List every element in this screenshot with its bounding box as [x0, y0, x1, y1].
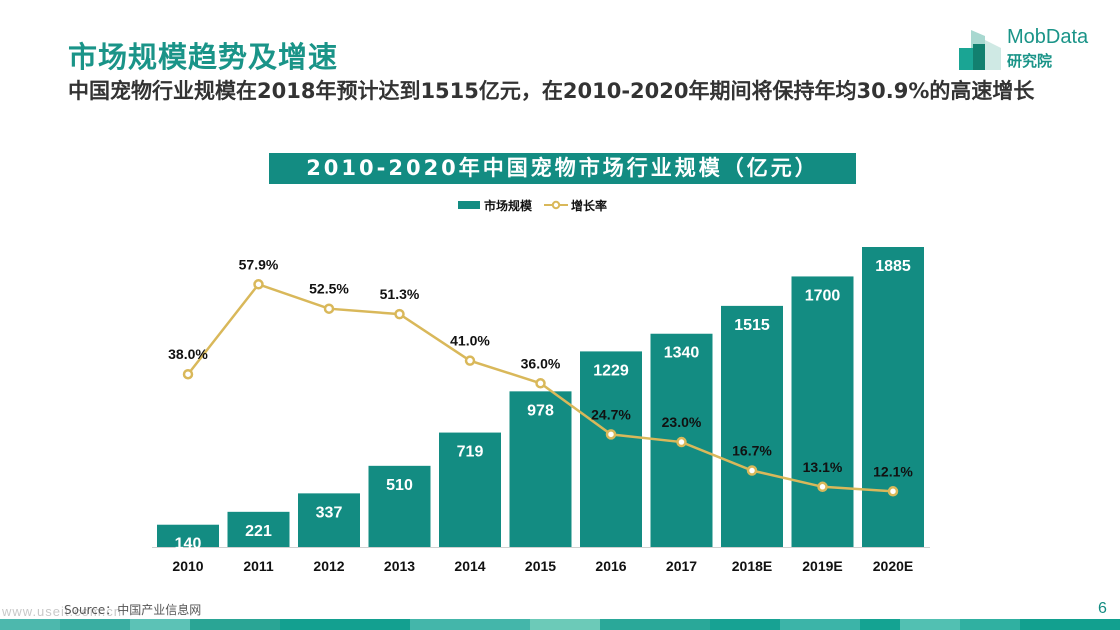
bar-label: 510 — [386, 477, 413, 494]
watermark: www.useit.com.cn — [2, 604, 123, 619]
x-tick-label: 2017 — [666, 558, 697, 574]
x-tick-label: 2019E — [802, 558, 842, 574]
growth-rate-label: 24.7% — [591, 406, 631, 422]
growth-rate-point — [817, 481, 828, 493]
legend-label-market-size: 市场规模 — [484, 198, 533, 213]
bar-label: 140 — [175, 536, 202, 553]
growth-rate-label: 52.5% — [309, 281, 349, 297]
bar-2019E — [791, 276, 854, 547]
growth-rate-point — [394, 308, 405, 320]
growth-rate-point — [887, 486, 899, 497]
growth-rate-point — [605, 429, 617, 440]
x-tick-label: 2018E — [732, 558, 772, 574]
growth-rate-label: 16.7% — [732, 443, 772, 459]
bar-2013 — [368, 465, 431, 547]
growth-rate-point — [535, 378, 546, 389]
growth-rate-label: 41.0% — [450, 333, 490, 349]
legend-item-market-size: 市场规模 — [458, 197, 532, 214]
bar-2014 — [439, 432, 501, 547]
x-tick-label: 2012 — [313, 558, 344, 574]
x-tick-label: 2020E — [873, 558, 913, 574]
growth-rate-label: 38.0% — [168, 346, 208, 362]
bar-2015 — [509, 391, 572, 547]
growth-rate-label: 23.0% — [662, 414, 702, 430]
page-title: 市场规模趋势及增速 — [68, 40, 339, 74]
growth-rate-label: 13.1% — [803, 459, 843, 475]
growth-rate-label: 51.3% — [380, 286, 420, 302]
legend-item-growth-rate: 增长率 — [544, 197, 607, 214]
x-tick-label: 2010 — [172, 558, 203, 574]
bar-2011 — [227, 511, 290, 547]
footer-decoration-strip — [0, 619, 1120, 630]
growth-rate-label: 12.1% — [873, 463, 913, 479]
legend-line-swatch — [544, 200, 569, 210]
bar-2010 — [157, 524, 219, 547]
source-note: Source：中国产业信息网 — [64, 603, 202, 617]
x-tick-label: 2011 — [243, 558, 274, 574]
bar-label: 1340 — [664, 345, 700, 362]
bar-label: 1700 — [805, 287, 841, 304]
bar-2016 — [580, 351, 642, 547]
growth-rate-point — [182, 368, 194, 380]
growth-rate-point — [323, 303, 335, 314]
bar-2020E — [862, 247, 924, 547]
bar-label: 719 — [457, 444, 484, 461]
logo-name: MobData — [1007, 26, 1089, 48]
legend-label-growth-rate: 增长率 — [571, 198, 608, 213]
growth-rate-point — [746, 465, 758, 476]
x-tick-label: 2013 — [384, 558, 415, 574]
bar-2018E — [721, 305, 783, 547]
chart-title: 2010-2020年中国宠物市场行业规模（亿元） — [269, 153, 856, 184]
building-blocks-icon — [959, 30, 1001, 70]
growth-rate-label: 36.0% — [521, 355, 561, 371]
logo: MobData 研究院 — [957, 26, 1107, 74]
x-tick-label: 2014 — [454, 558, 485, 574]
chart-legend: 市场规模 增长率 — [458, 196, 619, 214]
legend-bar-swatch — [458, 201, 480, 209]
bar-label: 1885 — [875, 258, 911, 275]
bar-label: 978 — [527, 402, 554, 419]
x-tick-label: 2016 — [595, 558, 626, 574]
bar-label: 1229 — [593, 362, 629, 379]
growth-rate-point — [253, 279, 264, 290]
page-number: 6 — [1098, 600, 1107, 617]
bar-label: 221 — [245, 523, 272, 540]
bar-label: 337 — [316, 504, 343, 521]
growth-rate-point — [676, 436, 687, 448]
logo-sub: 研究院 — [1007, 52, 1053, 70]
bar-2012 — [298, 493, 360, 547]
x-tick-label: 2015 — [525, 558, 556, 574]
page-subtitle: 中国宠物行业规模在2018年预计达到1515亿元，在2010-2020年期间将保… — [68, 79, 1035, 103]
growth-rate-point — [464, 355, 476, 366]
growth-rate-label: 57.9% — [239, 256, 279, 272]
bar-label: 1515 — [734, 317, 770, 334]
